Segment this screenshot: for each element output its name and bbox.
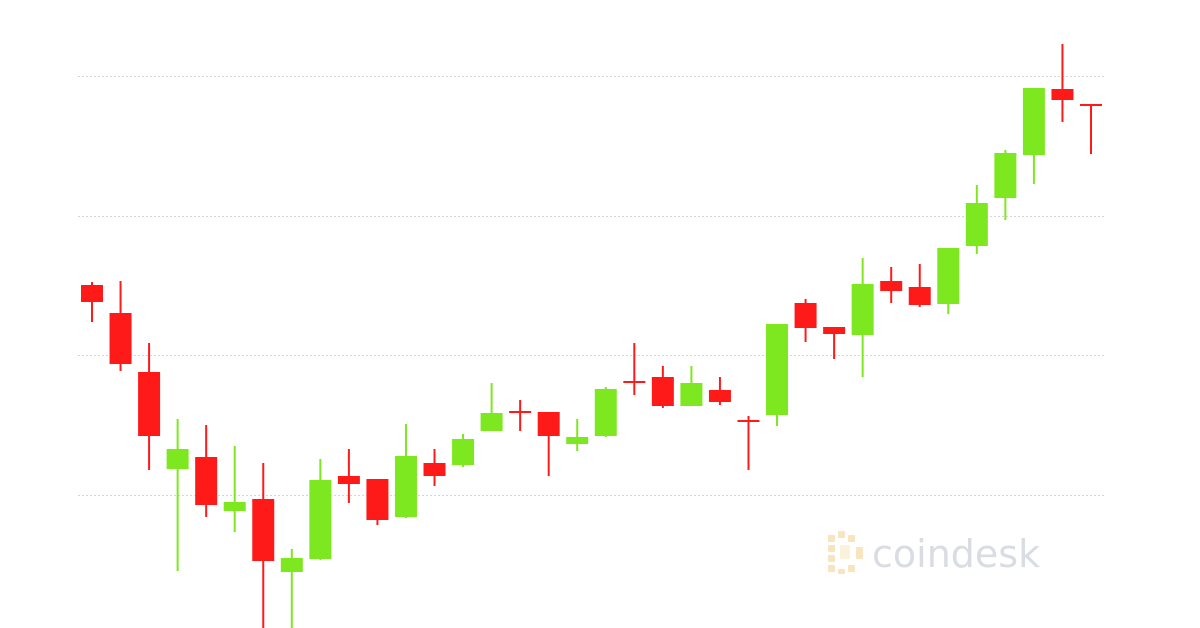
candles	[81, 44, 1102, 628]
candle	[452, 434, 475, 467]
candle-body	[965, 203, 988, 246]
candle-body	[195, 457, 218, 505]
candle	[480, 383, 503, 431]
candle-body	[708, 390, 731, 402]
candle-body	[880, 281, 903, 291]
candle	[851, 258, 874, 377]
candle-body	[366, 479, 389, 520]
candle-body	[851, 284, 874, 335]
candle	[651, 366, 674, 408]
candle	[1022, 88, 1045, 184]
candle-body	[166, 449, 189, 469]
candle	[309, 459, 332, 560]
candle-body	[1080, 104, 1102, 106]
candle-body	[623, 381, 646, 383]
candle	[166, 419, 189, 571]
coindesk-watermark: coindesk	[826, 530, 1040, 578]
candle	[880, 267, 903, 303]
candle-body	[651, 377, 674, 406]
candle-body	[337, 476, 360, 484]
candle-body	[737, 420, 760, 422]
candle-body	[766, 324, 789, 415]
candle	[537, 412, 560, 476]
candle-body	[223, 502, 246, 511]
candle	[823, 327, 846, 359]
candle-body	[452, 439, 475, 465]
candle-body	[937, 248, 960, 304]
candle-body	[908, 287, 931, 305]
candle-body	[480, 413, 503, 431]
candle-body	[138, 372, 161, 436]
candle	[252, 463, 275, 628]
candle-body	[509, 411, 532, 413]
candle-body	[680, 383, 703, 406]
candle-body	[794, 303, 817, 328]
candle	[138, 343, 161, 470]
candle-body	[394, 456, 417, 517]
candle	[680, 366, 703, 406]
candle	[223, 446, 246, 532]
candle-body	[537, 412, 560, 436]
candle	[794, 299, 817, 342]
candle	[908, 264, 931, 307]
candle-body	[252, 499, 275, 561]
candle	[81, 282, 103, 322]
candle	[280, 549, 303, 628]
candle	[1051, 44, 1074, 122]
candle	[566, 419, 589, 451]
candle-body	[423, 463, 446, 476]
candle	[509, 400, 532, 431]
candle	[737, 416, 760, 470]
candle-body	[823, 327, 846, 334]
candle-body	[994, 153, 1017, 198]
candle	[423, 449, 446, 486]
candle	[937, 248, 960, 314]
candle-body	[566, 437, 589, 444]
candle	[594, 387, 617, 437]
candle-body	[109, 313, 132, 364]
candle	[1080, 104, 1102, 154]
gridlines	[78, 76, 1106, 496]
candle	[994, 150, 1017, 220]
candle-body	[1022, 88, 1045, 155]
candle	[766, 324, 789, 426]
candle	[708, 377, 731, 405]
candle-body	[81, 285, 103, 302]
watermark-text: coindesk	[872, 532, 1041, 576]
coindesk-logo-icon	[826, 529, 864, 580]
candle-body	[309, 480, 332, 559]
candle	[109, 281, 132, 371]
candle	[394, 424, 417, 518]
candle	[337, 449, 360, 503]
candle	[965, 185, 988, 254]
candle	[366, 479, 389, 525]
candle-body	[594, 389, 617, 436]
candle-body	[1051, 89, 1074, 100]
candle	[195, 425, 218, 517]
candle	[623, 343, 646, 395]
candle-body	[280, 558, 303, 572]
